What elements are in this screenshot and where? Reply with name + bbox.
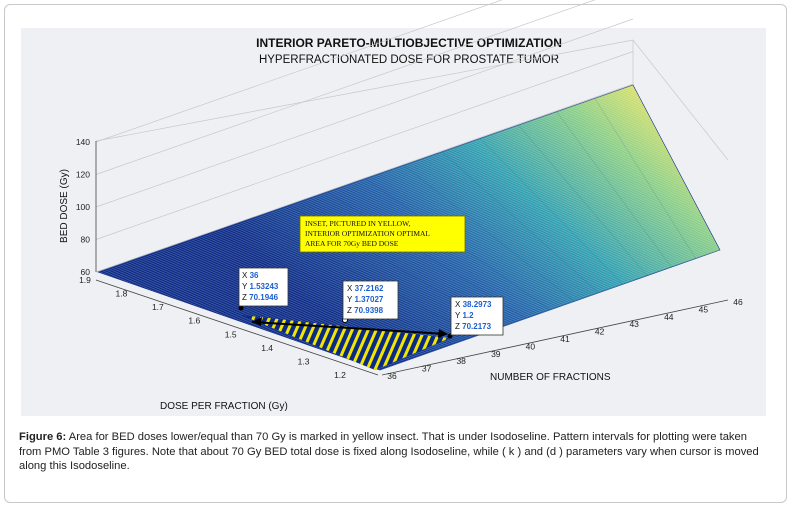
z-tick-label: 80 (81, 235, 91, 245)
x-axis-label: NUMBER OF FRACTIONS (490, 372, 611, 383)
caption-label: Figure 6: (19, 431, 67, 443)
isodoseline-arrow (251, 317, 448, 338)
datatip-3[interactable]: X 38.2973 Y 1.2 Z 70.2173 (450, 296, 504, 336)
inset-note-line-3: AREA FOR 70Gy BED DOSE (305, 239, 399, 248)
y-axis-line (95, 279, 379, 376)
datatip-2-x-label: X (347, 284, 353, 293)
y-tick-labels: 1.2 1.3 1.4 1.5 1.6 1.7 1.8 1.9 (79, 275, 346, 380)
z-tick-labels: 60 80 100 120 140 (76, 137, 90, 277)
datatip-1-y-value: 1.53243 (249, 282, 278, 291)
inset-note-line-1: INSET, PICTURED IN YELLOW, (305, 219, 410, 228)
y-tick-label: 1.9 (79, 275, 91, 285)
y-tick-label: 1.8 (116, 289, 128, 299)
y-tick-label: 1.4 (261, 343, 273, 353)
inset-note: INSET, PICTURED IN YELLOW, INTERIOR OPTI… (299, 215, 466, 253)
datatip-3-x-value: 38.2973 (463, 300, 492, 309)
datatip-1-z-label: Z (242, 293, 247, 302)
x-tick-label: 44 (664, 312, 674, 322)
datatip-1-z-value: 70.1946 (249, 293, 278, 302)
x-tick-label: 46 (733, 297, 743, 307)
svg-text:Z 70.2173: Z 70.2173 (455, 322, 492, 331)
x-tick-label: 43 (629, 319, 639, 329)
z-tick-label: 60 (81, 267, 91, 277)
svg-text:Y 1.37027: Y 1.37027 (347, 295, 384, 304)
z-axis-label: BED DOSE (Gy) (59, 169, 70, 243)
z-tick-label: 140 (76, 137, 90, 147)
y-axis-label: DOSE PER FRACTION (Gy) (160, 401, 288, 412)
datatip-3-z-label: Z (455, 322, 460, 331)
datatip-1-x-value: 36 (250, 271, 259, 280)
datatip-3-x-label: X (455, 300, 461, 309)
x-axis-line (381, 299, 729, 376)
datatip-2-y-label: Y (347, 295, 353, 304)
y-tick-label: 1.6 (188, 316, 200, 326)
x-tick-labels: 36 37 38 39 40 41 42 43 44 45 46 (387, 297, 743, 381)
figure-caption: Figure 6: Area for BED doses lower/equal… (19, 430, 771, 474)
axes-grid (95, 0, 729, 273)
datatip-3-y-label: Y (455, 311, 461, 320)
x-tick-label: 36 (387, 371, 397, 381)
surface-plot: INTERIOR PARETO-MULTIOBJECTIVE OPTIMIZAT… (59, 0, 743, 412)
chart-subtitle: HYPERFRACTIONATED DOSE FOR PROSTATE TUMO… (259, 54, 559, 66)
datatip-point-1[interactable] (238, 305, 244, 311)
x-tick-label: 42 (595, 327, 605, 337)
x-tick-label: 40 (526, 341, 536, 351)
svg-text:X 38.2973: X 38.2973 (455, 300, 492, 309)
chart-title: INTERIOR PARETO-MULTIOBJECTIVE OPTIMIZAT… (256, 36, 562, 50)
datatip-2-z-label: Z (347, 306, 352, 315)
x-tick-label: 41 (560, 334, 570, 344)
z-tick-label: 120 (76, 170, 90, 180)
datatip-2-z-value: 70.9398 (354, 306, 383, 315)
x-tick-label: 38 (456, 356, 466, 366)
y-tick-label: 1.5 (225, 329, 237, 339)
svg-text:X 36: X 36 (242, 271, 259, 280)
y-tick-label: 1.3 (298, 356, 310, 366)
x-tick-label: 39 (491, 349, 501, 359)
svg-text:X 37.2162: X 37.2162 (347, 284, 384, 293)
datatip-1-x-label: X (242, 271, 248, 280)
z-tick-label: 100 (76, 202, 90, 212)
caption-text: Area for BED doses lower/equal than 70 G… (19, 431, 759, 473)
x-tick-label: 45 (699, 304, 709, 314)
y-tick-label: 1.2 (334, 370, 346, 380)
datatip-2-x-value: 37.2162 (355, 284, 384, 293)
svg-text:Y 1.2: Y 1.2 (455, 311, 474, 320)
datatip-3-z-value: 70.2173 (462, 322, 491, 331)
datatip-2-y-value: 1.37027 (354, 295, 383, 304)
inset-note-line-2: INTERIOR OPTIMIZATION OPTIMAL (305, 229, 430, 238)
x-tick-label: 37 (422, 364, 432, 374)
datatip-1[interactable]: X 36 Y 1.53243 Z 70.1946 (238, 267, 289, 307)
datatip-1-y-label: Y (242, 282, 248, 291)
svg-text:Z 70.9398: Z 70.9398 (347, 306, 384, 315)
svg-text:Y 1.53243: Y 1.53243 (242, 282, 279, 291)
datatip-3-y-value: 1.2 (462, 311, 474, 320)
y-tick-label: 1.7 (152, 302, 164, 312)
svg-text:Z 70.1946: Z 70.1946 (242, 293, 279, 302)
datatip-2[interactable]: X 37.2162 Y 1.37027 Z 70.9398 (342, 280, 399, 320)
